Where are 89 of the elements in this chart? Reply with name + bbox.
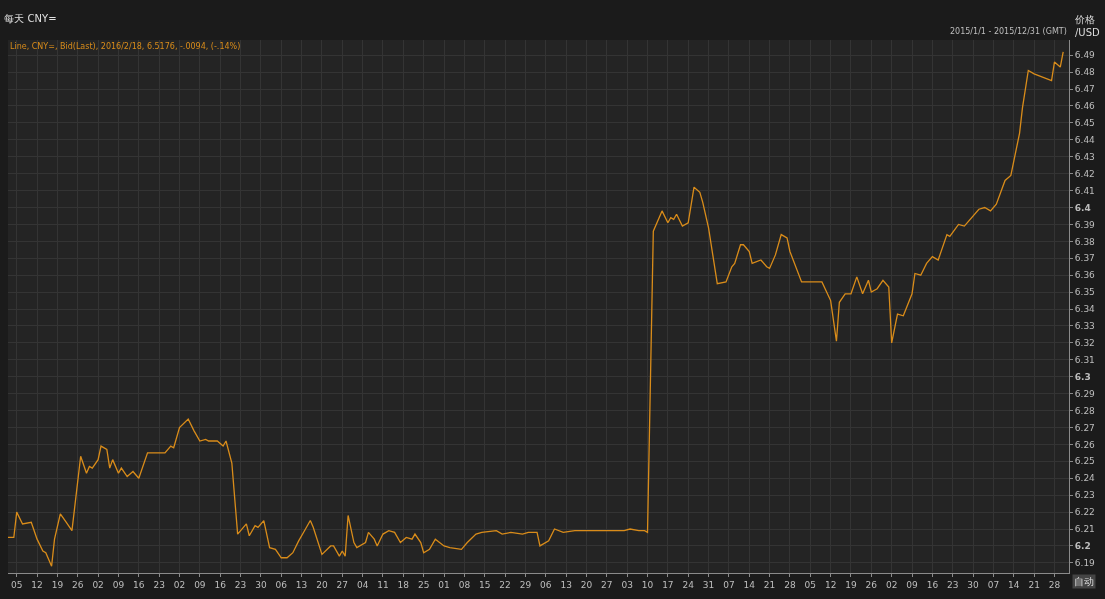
x-tick-label: 02 [885, 579, 898, 590]
x-tick-label: 24 [682, 579, 695, 590]
x-tick-label: 21 [763, 579, 776, 590]
y-tick-label: 6.25 [1074, 456, 1095, 467]
y-tick-label: 6.31 [1074, 354, 1095, 365]
x-tick-label: 19 [51, 579, 64, 590]
y-tick-label: 6.46 [1074, 101, 1096, 112]
x-tick-label: 07 [723, 579, 735, 590]
x-tick-label: 06 [540, 579, 552, 590]
x-tick-label: 09 [906, 579, 919, 590]
x-tick-label: 09 [194, 579, 206, 590]
y-tick-label: 6.41 [1074, 185, 1095, 196]
x-tick-label: 12 [31, 579, 43, 590]
text: 自动 [1074, 576, 1094, 587]
x-tick-label: 29 [519, 579, 532, 590]
x-tick-label: 06 [275, 579, 288, 590]
y-tick-label: 6.47 [1074, 84, 1095, 95]
x-tick-label: 12 [824, 579, 837, 590]
y-tick-label: 6.37 [1074, 253, 1095, 264]
x-tick-label: 28 [1048, 579, 1061, 590]
text: 2015/1/1 - 2015/12/31 (GMT) [950, 27, 1067, 36]
y-tick-label: 6.23 [1074, 490, 1095, 501]
x-tick-label: 30 [255, 579, 267, 590]
y-tick-label: 6.35 [1074, 287, 1095, 298]
y-tick-label: 6.42 [1074, 168, 1095, 179]
x-tick-label: 21 [1028, 579, 1040, 590]
x-tick-label: 01 [438, 579, 450, 590]
y-tick-label: 6.27 [1074, 422, 1095, 433]
y-axis-title: 价格 /USD [1074, 14, 1101, 38]
y-tick-label: 6.4 [1074, 202, 1091, 213]
x-tick-label: 10 [641, 579, 654, 590]
x-tick-label: 05 [10, 579, 23, 590]
y-tick-label: 6.2 [1074, 541, 1091, 552]
x-tick-label: 02 [173, 579, 186, 590]
x-tick-label: 04 [356, 579, 369, 590]
y-tick-label: 6.49 [1074, 50, 1096, 61]
y-tick-label: 6.44 [1074, 134, 1096, 145]
x-tick-label: 08 [458, 579, 471, 590]
y-tick-label: 6.36 [1074, 270, 1096, 281]
x-tick-label: 13 [560, 579, 572, 590]
x-tick-label: 18 [397, 579, 410, 590]
chart-title: 每天 CNY= [4, 12, 57, 24]
y-tick-label: 6.32 [1074, 338, 1095, 349]
y-tick-label: 6.21 [1074, 524, 1095, 535]
x-tick-label: 16 [926, 579, 939, 590]
x-tick-label: 19 [845, 579, 857, 590]
x-tick-label: 28 [784, 579, 796, 590]
y-tick-label: 6.45 [1074, 118, 1095, 129]
y-tick-label: 6.29 [1074, 388, 1096, 399]
x-tick-label: 26 [72, 579, 84, 590]
x-tick-label: 11 [377, 579, 389, 590]
x-tick-label: 13 [295, 579, 308, 590]
y-tick-label: 6.24 [1074, 473, 1096, 484]
x-tick-label: 20 [580, 579, 593, 590]
x-tick-label: 15 [478, 579, 491, 590]
x-tick-label: 02 [92, 579, 104, 590]
y-tick-label: 6.3 [1074, 371, 1091, 382]
y-tick-label: 6.39 [1074, 219, 1096, 230]
x-tick-label: 16 [133, 579, 145, 590]
x-tick-label: 23 [947, 579, 959, 590]
x-tick-label: 05 [804, 579, 817, 590]
x-tick-label: 27 [336, 579, 349, 590]
y-tick-label: 6.28 [1074, 405, 1096, 416]
y-tick-label: 6.48 [1074, 67, 1096, 78]
chart-subtitle: Line, CNY=, Bid(Last), 2016/2/18, 6.5176, -.0094, (-.14%) [10, 42, 241, 51]
x-tick-label: 22 [499, 579, 511, 590]
x-tick-label: 25 [417, 579, 430, 590]
x-tick-label: 16 [214, 579, 227, 590]
y-tick-label: 6.26 [1074, 439, 1096, 450]
x-tick-label: 26 [865, 579, 878, 590]
x-tick-label: 20 [316, 579, 328, 590]
x-tick-label: 17 [662, 579, 674, 590]
x-tick-label: 09 [112, 579, 125, 590]
x-tick-label: 31 [702, 579, 715, 590]
x-tick-label: 27 [601, 579, 613, 590]
x-tick-label: 07 [987, 579, 1000, 590]
y-tick-label: 6.22 [1074, 507, 1095, 518]
x-tick-label: 14 [743, 579, 756, 590]
x-tick-label: 23 [153, 579, 165, 590]
x-tick-label: 03 [621, 579, 633, 590]
y-tick-label: 6.43 [1074, 151, 1095, 162]
x-tick-label: 30 [967, 579, 980, 590]
y-tick-label: 6.38 [1074, 236, 1096, 247]
y-tick-label: 6.34 [1074, 304, 1096, 315]
y-tick-label: 6.19 [1074, 558, 1096, 568]
line-series [8, 51, 1064, 567]
y-tick-label: 6.33 [1074, 321, 1095, 332]
x-tick-label: 23 [234, 579, 247, 590]
x-tick-label: 14 [1008, 579, 1020, 590]
